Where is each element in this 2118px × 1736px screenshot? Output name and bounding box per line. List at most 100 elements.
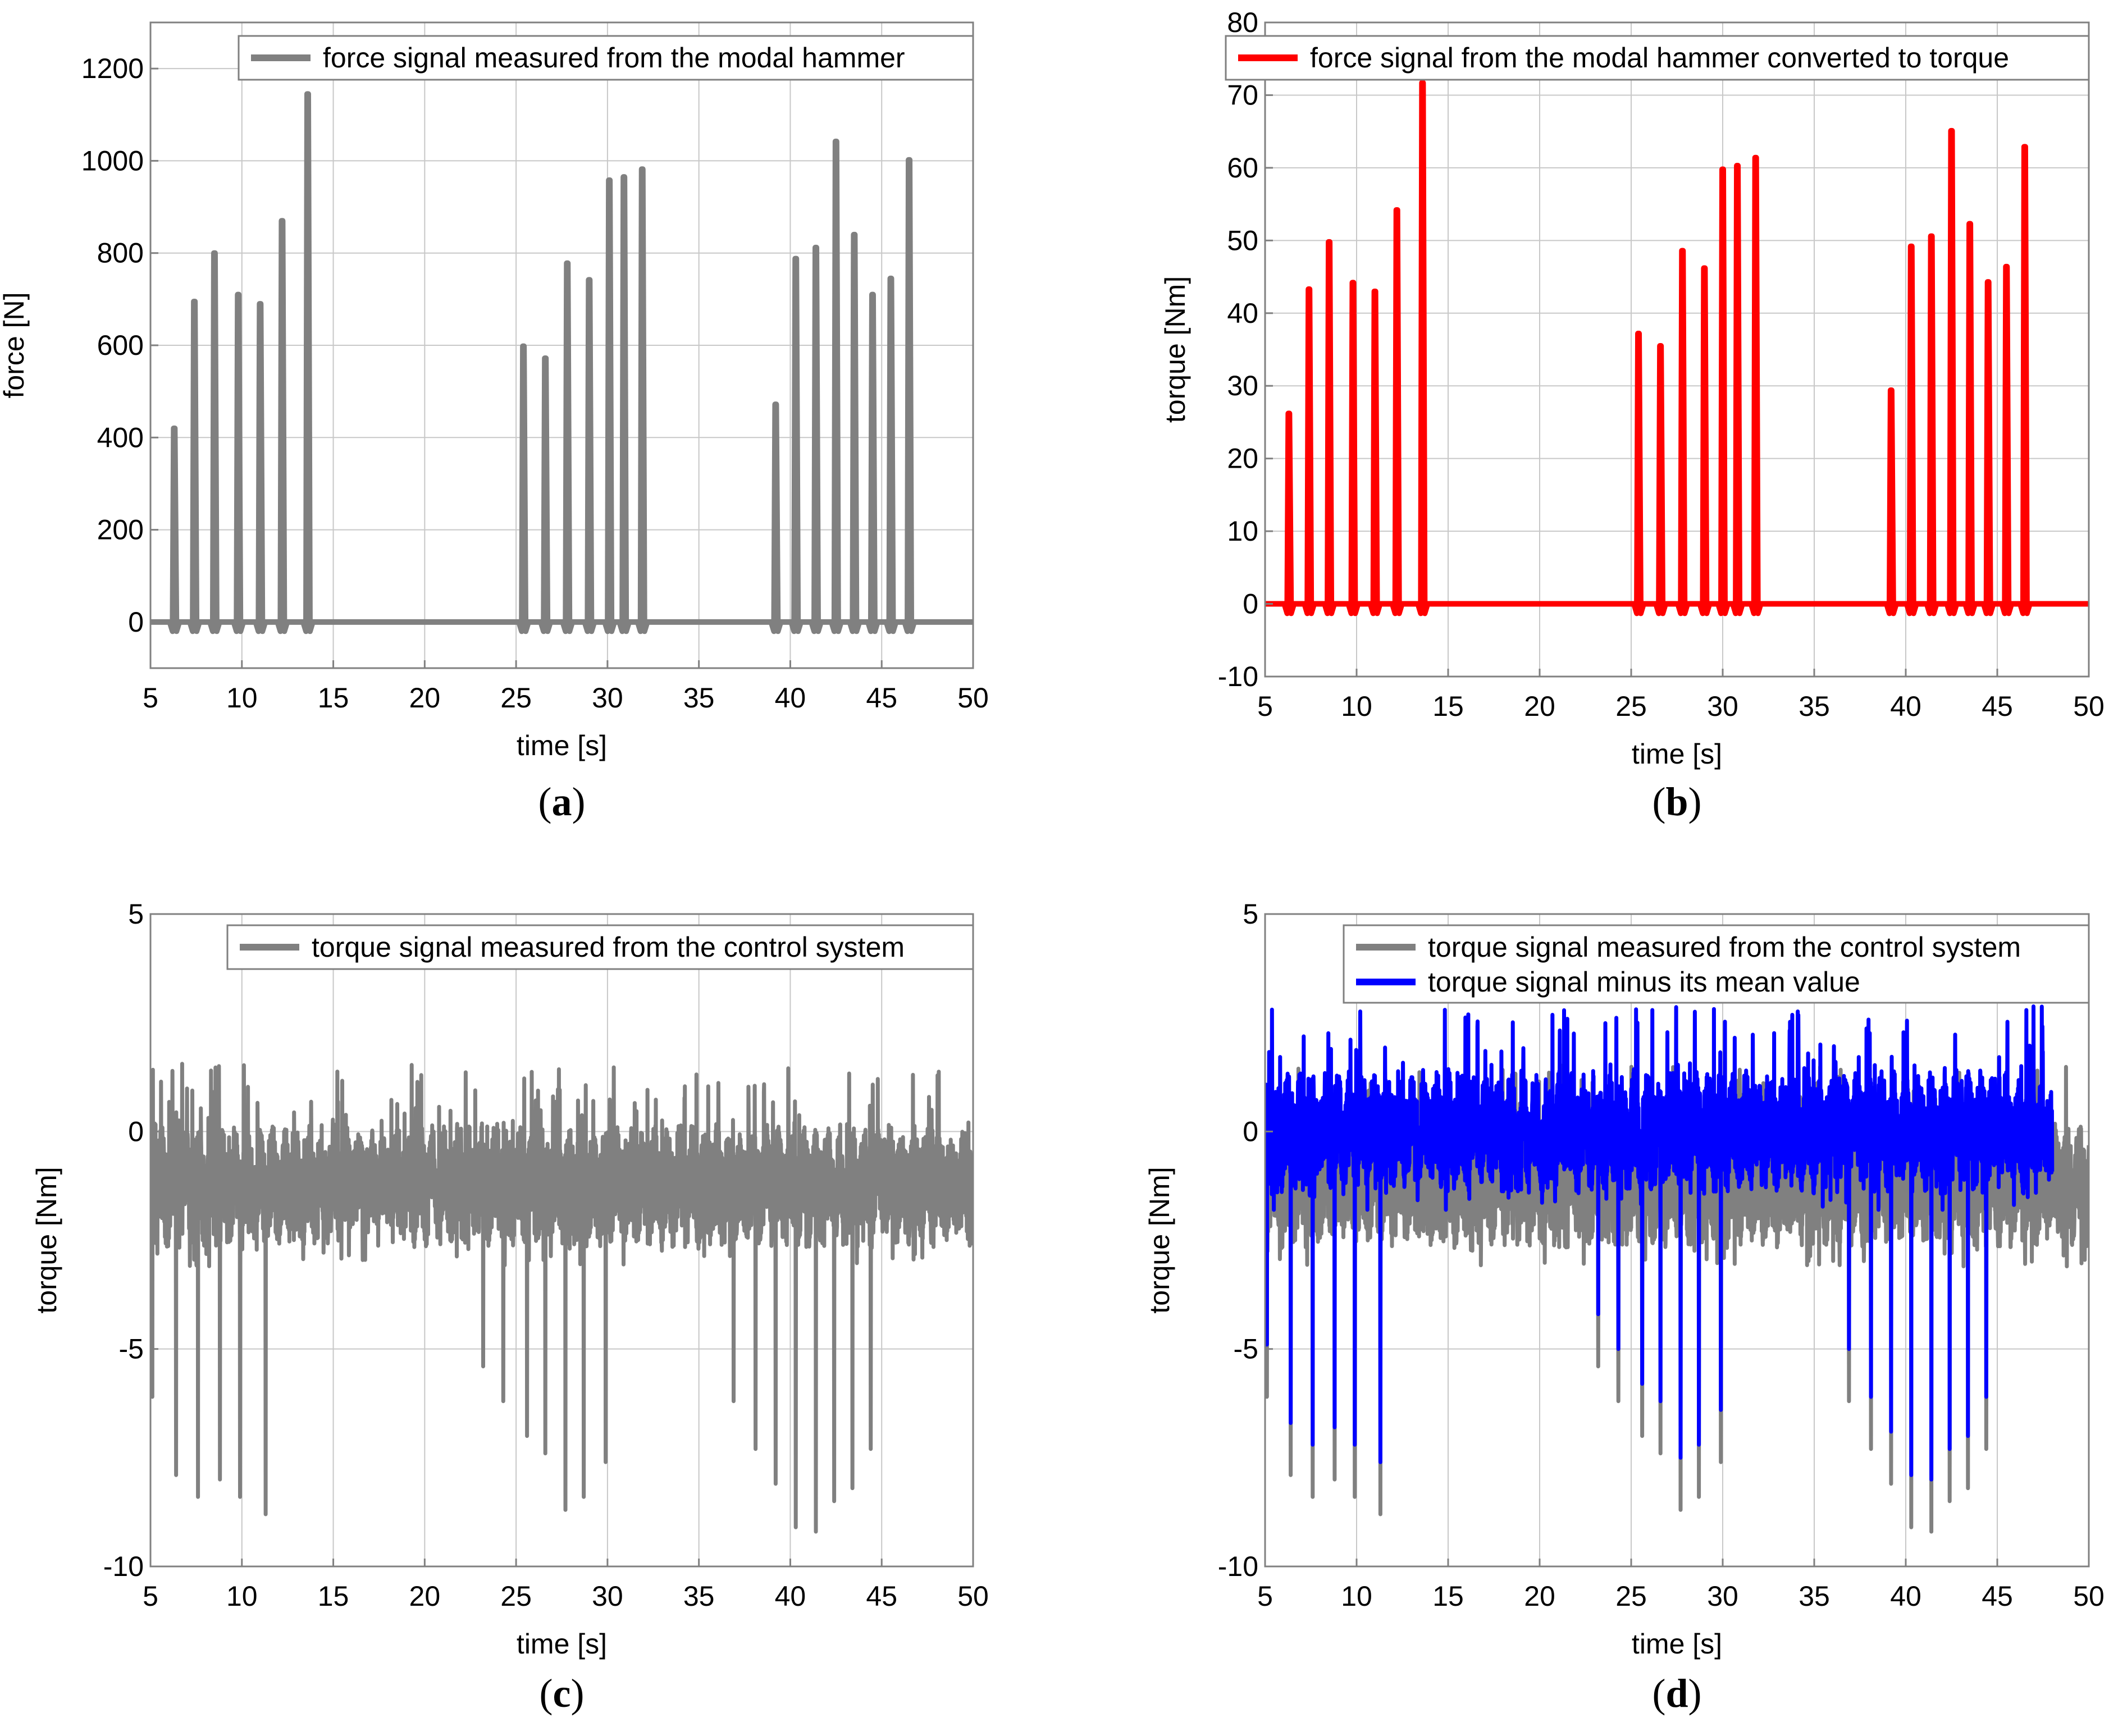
x-tick-label: 35 — [1799, 1580, 1830, 1612]
x-tick-label: 30 — [592, 682, 623, 714]
legend-entry-0: torque signal measured from the control … — [1428, 931, 2021, 963]
x-tick-label: 5 — [143, 1580, 158, 1612]
y-tick-label: 80 — [1227, 7, 1258, 38]
x-tick-label: 30 — [1707, 1580, 1738, 1612]
y-axis-label: torque [Nm] — [1160, 276, 1191, 423]
x-tick-label: 50 — [2073, 691, 2105, 722]
legend: force signal from the modal hammer conve… — [1225, 35, 2090, 81]
y-tick-label: -10 — [103, 1551, 144, 1582]
y-tick-label: 5 — [128, 898, 144, 930]
series-line-0 — [150, 91, 973, 634]
legend-box — [1225, 35, 2090, 81]
x-tick-label: 40 — [775, 1580, 806, 1612]
legend: torque signal measured from the control … — [226, 924, 974, 970]
x-tick-label: 50 — [957, 1580, 989, 1612]
x-tick-label: 45 — [1982, 1580, 2013, 1612]
legend-entry-0: torque signal measured from the control … — [312, 931, 905, 963]
x-tick-label: 10 — [226, 1580, 258, 1612]
x-tick-label: 50 — [2073, 1580, 2105, 1612]
legend-box — [226, 924, 974, 970]
y-tick-label: 60 — [1227, 152, 1258, 184]
y-tick-label: 40 — [1227, 298, 1258, 329]
x-tick-label: 15 — [318, 682, 349, 714]
panel-label: (c) — [540, 1671, 585, 1716]
x-tick-label: 20 — [409, 1580, 441, 1612]
x-tick-label: 5 — [1257, 1580, 1273, 1612]
panel-label: (d) — [1652, 1671, 1701, 1716]
y-tick-label: -10 — [1218, 1551, 1258, 1582]
y-tick-label: 0 — [1243, 1116, 1258, 1147]
x-tick-label: 20 — [1524, 691, 1555, 722]
y-tick-label: 400 — [97, 422, 144, 453]
legend: torque signal measured from the control … — [1343, 924, 2090, 1004]
series-line-0 — [150, 1062, 973, 1534]
x-tick-label: 20 — [1524, 1580, 1555, 1612]
series-line-1 — [1265, 1004, 2055, 1482]
panel-label: (a) — [538, 779, 586, 824]
x-tick-label: 20 — [409, 682, 441, 714]
x-tick-label: 35 — [1799, 691, 1830, 722]
x-tick-label: 40 — [1890, 691, 1921, 722]
series-group — [150, 1062, 973, 1534]
x-tick-label: 10 — [1341, 691, 1372, 722]
chart-panel-b: 5 10 15 20 25 30 35 40 45 50 -10 0 10 20 30 40 50 60 70 80 t… — [1160, 7, 2105, 824]
x-axis-label: time [s] — [1632, 738, 1722, 770]
series-group — [1265, 80, 2089, 616]
y-tick-label: 10 — [1227, 515, 1258, 547]
legend-box — [238, 35, 974, 81]
legend-entry-1: torque signal minus its mean value — [1428, 966, 1860, 998]
x-tick-label: 25 — [500, 1580, 532, 1612]
x-tick-label: 30 — [592, 1580, 623, 1612]
x-tick-label: 10 — [226, 682, 258, 714]
y-tick-label: -5 — [119, 1333, 144, 1365]
y-tick-label: -5 — [1234, 1333, 1258, 1365]
y-tick-label: 50 — [1227, 225, 1258, 256]
y-tick-label: 70 — [1227, 79, 1258, 111]
chart-panels: 5 10 15 20 25 30 35 40 45 50020040060080010001200… — [0, 7, 2105, 1716]
axes-box — [1264, 913, 2090, 1568]
x-tick-label: 15 — [1432, 1580, 1464, 1612]
x-tick-label: 5 — [1257, 691, 1273, 722]
x-tick-label: 40 — [775, 682, 806, 714]
x-tick-label: 5 — [143, 682, 158, 714]
x-tick-label: 35 — [683, 1580, 715, 1612]
series-line-0 — [1265, 80, 2089, 616]
x-tick-label: 45 — [866, 682, 897, 714]
x-tick-label: 45 — [866, 1580, 897, 1612]
y-tick-label: 0 — [128, 606, 144, 638]
x-axis-label: time [s] — [517, 1628, 607, 1660]
chart-panel-a: 5 10 15 20 25 30 35 40 45 50 0 200 400 600 800 1000 1200… — [0, 21, 989, 824]
x-tick-label: 25 — [1615, 1580, 1647, 1612]
y-tick-label: 0 — [128, 1116, 144, 1147]
y-axis-label: torque [Nm] — [31, 1167, 62, 1313]
x-tick-label: 35 — [683, 682, 715, 714]
x-axis-label: time [s] — [517, 730, 607, 761]
x-tick-label: 10 — [1341, 1580, 1372, 1612]
y-tick-label: 1200 — [81, 53, 144, 84]
chart-panel-c: 5 10 15 20 25 30 35 40 45 50 -10 -5 0 5 time [s] torque… — [31, 898, 989, 1716]
y-axis-label: force [N] — [0, 293, 30, 399]
chart-panel-d: 5 10 15 20 25 30 35 40 45 50 -10 -5 0 5 time [s] torque… — [1144, 898, 2105, 1716]
y-axis-label: torque [Nm] — [1144, 1167, 1175, 1313]
series-group — [150, 91, 973, 634]
legend-entry-0: force signal measured from the modal ham… — [323, 42, 905, 74]
plot-area — [1265, 22, 2089, 677]
x-tick-label: 45 — [1982, 691, 2013, 722]
series-group — [1265, 1004, 2089, 1534]
legend-entry-0: force signal from the modal hammer conve… — [1310, 42, 2009, 74]
x-tick-label: 15 — [1432, 691, 1464, 722]
y-tick-label: 20 — [1227, 443, 1258, 474]
x-tick-label: 40 — [1890, 1580, 1921, 1612]
y-tick-label: 0 — [1243, 588, 1258, 620]
legend: force signal measured from the modal ham… — [238, 35, 974, 81]
y-tick-label: 1000 — [81, 145, 144, 176]
axes-box — [1264, 21, 2090, 678]
x-tick-label: 15 — [318, 1580, 349, 1612]
y-tick-label: -10 — [1218, 661, 1258, 692]
panel-label: (b) — [1652, 779, 1701, 824]
x-tick-label: 25 — [500, 682, 532, 714]
y-tick-label: 600 — [97, 330, 144, 361]
x-tick-label: 50 — [957, 682, 989, 714]
x-tick-label: 30 — [1707, 691, 1738, 722]
